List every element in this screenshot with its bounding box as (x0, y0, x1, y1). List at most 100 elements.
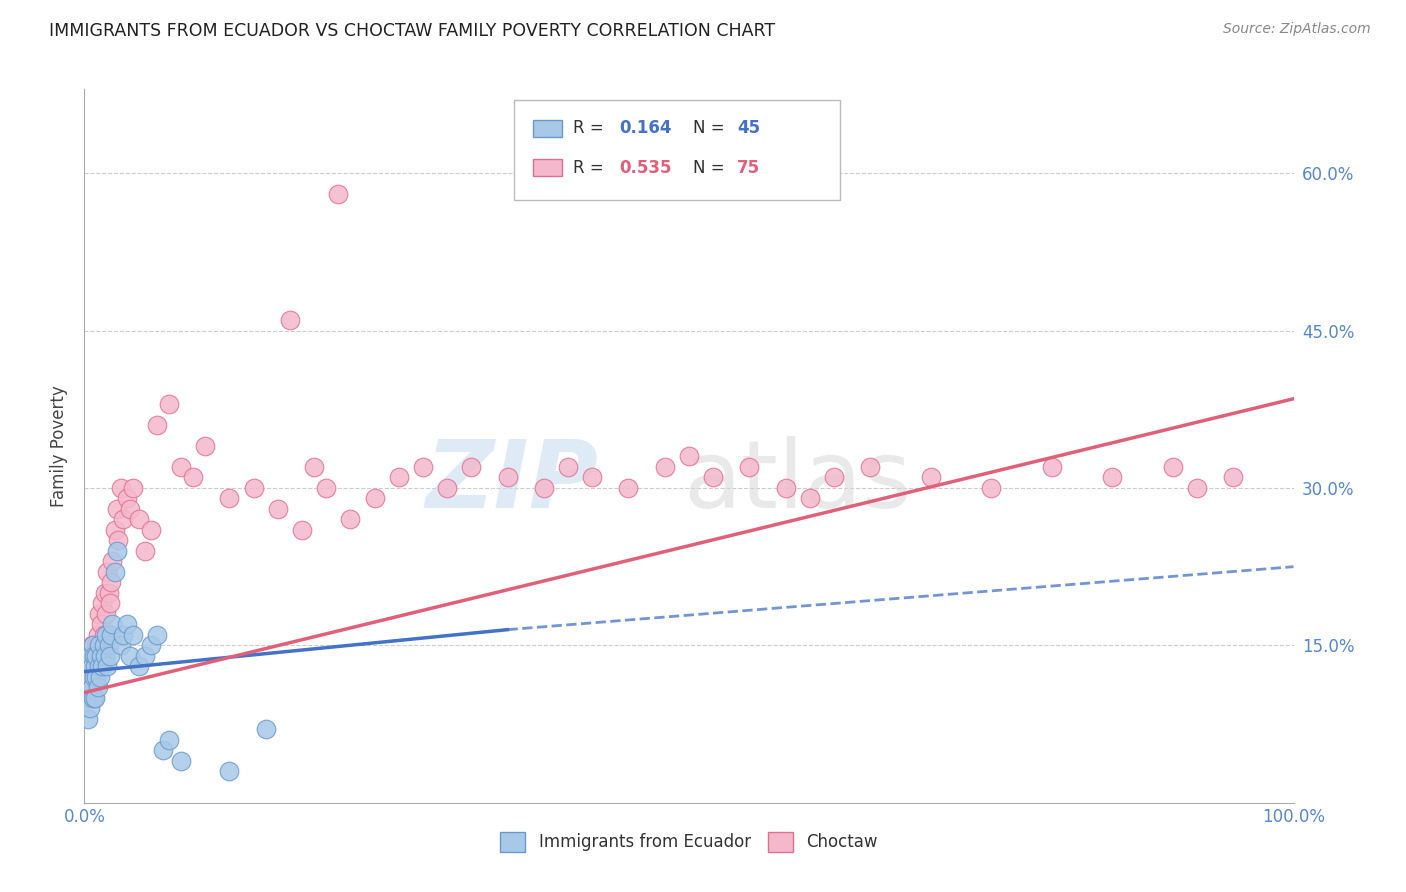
Text: 0.535: 0.535 (619, 159, 671, 177)
Point (87, 639, 110, 653)
Point (388, 470, 411, 484)
Point (96, 659, 118, 673)
Point (291, 523, 314, 537)
Point (98, 596, 121, 610)
Point (738, 460, 761, 475)
Point (654, 460, 676, 475)
Point (98, 648, 121, 663)
Text: R =: R = (572, 120, 609, 137)
Point (775, 481, 797, 495)
Text: 0.164: 0.164 (619, 120, 671, 137)
Point (920, 470, 942, 484)
Point (278, 313, 301, 327)
Point (134, 648, 156, 663)
Point (90, 617, 112, 632)
Point (105, 544, 128, 558)
Point (110, 639, 132, 653)
Point (823, 470, 845, 484)
Point (496, 470, 519, 484)
Point (80, 681, 103, 695)
FancyBboxPatch shape (533, 159, 562, 177)
Point (557, 460, 579, 475)
Point (77, 670, 100, 684)
Point (170, 754, 193, 768)
Point (87, 607, 110, 621)
Point (80, 659, 103, 673)
Point (105, 502, 128, 516)
Point (94, 607, 117, 621)
Point (412, 460, 434, 475)
Point (315, 481, 337, 495)
Point (110, 481, 132, 495)
Legend: Immigrants from Ecuador, Choctaw: Immigrants from Ecuador, Choctaw (494, 825, 884, 859)
Point (139, 639, 162, 653)
Point (581, 470, 603, 484)
Point (1161, 460, 1184, 475)
Point (89, 670, 111, 684)
Point (1101, 470, 1123, 484)
Point (107, 533, 129, 548)
Point (84, 659, 107, 673)
Point (460, 460, 482, 475)
Point (104, 565, 127, 579)
Point (218, 491, 240, 506)
Point (194, 439, 217, 453)
Point (101, 554, 124, 568)
Text: IMMIGRANTS FROM ECUADOR VS CHOCTAW FAMILY POVERTY CORRELATION CHART: IMMIGRANTS FROM ECUADOR VS CHOCTAW FAMIL… (49, 22, 775, 40)
Point (120, 502, 142, 516)
Text: 45: 45 (737, 120, 761, 137)
Point (94, 628, 117, 642)
Point (799, 491, 821, 506)
Point (339, 512, 361, 526)
Point (83, 648, 105, 663)
Point (86, 628, 108, 642)
Point (93, 639, 115, 653)
Point (97, 586, 120, 600)
Point (84, 659, 107, 673)
Point (302, 460, 325, 475)
Point (115, 617, 138, 632)
Point (120, 648, 142, 663)
Y-axis label: Family Poverty: Family Poverty (51, 385, 69, 507)
Point (134, 544, 156, 558)
Point (89, 648, 111, 663)
Point (128, 512, 150, 526)
Point (100, 575, 122, 590)
Point (218, 764, 240, 779)
Point (146, 417, 169, 432)
Point (139, 523, 162, 537)
Point (79, 648, 101, 663)
Point (96, 565, 118, 579)
Point (97, 639, 120, 653)
Point (363, 491, 385, 506)
Point (79, 648, 101, 663)
Point (86, 681, 108, 695)
Point (83, 670, 105, 684)
Point (77, 712, 100, 726)
Point (678, 450, 700, 464)
Text: 75: 75 (737, 159, 761, 177)
Point (86, 670, 108, 684)
Point (157, 397, 180, 411)
Point (112, 512, 135, 526)
Point (79, 681, 101, 695)
Text: ZIP: ZIP (426, 435, 599, 528)
Point (91, 596, 114, 610)
Point (617, 481, 640, 495)
Text: R =: R = (572, 159, 609, 177)
Point (1040, 460, 1063, 475)
Point (859, 460, 882, 475)
Point (77, 659, 100, 673)
Point (702, 470, 724, 484)
Point (76, 670, 98, 684)
Point (82, 670, 104, 684)
Point (86, 639, 108, 653)
Point (90, 648, 112, 663)
Point (94, 648, 117, 663)
Point (170, 460, 193, 475)
Point (86, 670, 108, 684)
Point (146, 628, 169, 642)
Point (83, 648, 105, 663)
Point (115, 491, 138, 506)
Point (152, 743, 174, 757)
